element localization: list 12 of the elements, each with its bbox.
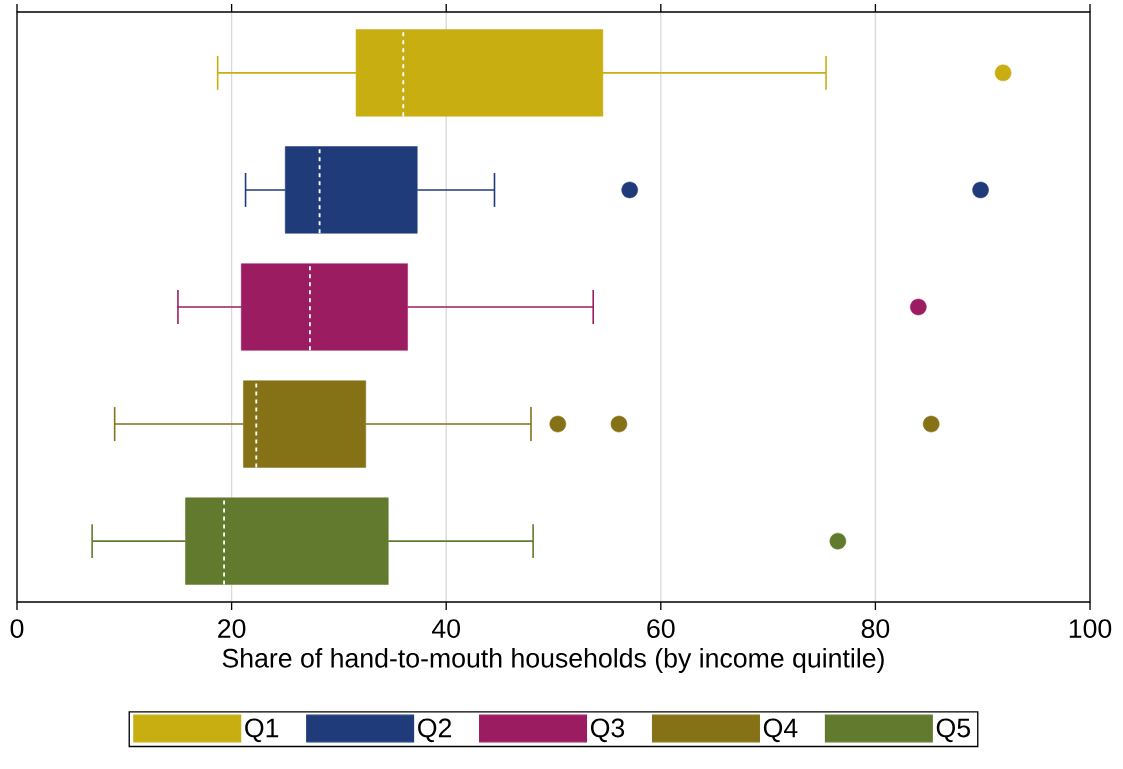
x-tick-label: 40 [431, 619, 460, 639]
legend-label: Q5 [936, 718, 970, 743]
legend-label: Q2 [418, 718, 452, 743]
x-tick-label: 0 [10, 619, 24, 639]
x-tick-label: 20 [218, 619, 246, 639]
legend-label: Q3 [590, 718, 625, 743]
x-tick-label: 80 [861, 619, 890, 639]
x-axis-title: Share of hand-to-mouth households (by income quintile) [222, 648, 884, 673]
x-tick-label: 100 [1069, 619, 1112, 639]
x-tick-label: 60 [647, 619, 675, 639]
legend-label: Q4 [763, 718, 798, 743]
legend-label: Q1 [245, 718, 279, 743]
